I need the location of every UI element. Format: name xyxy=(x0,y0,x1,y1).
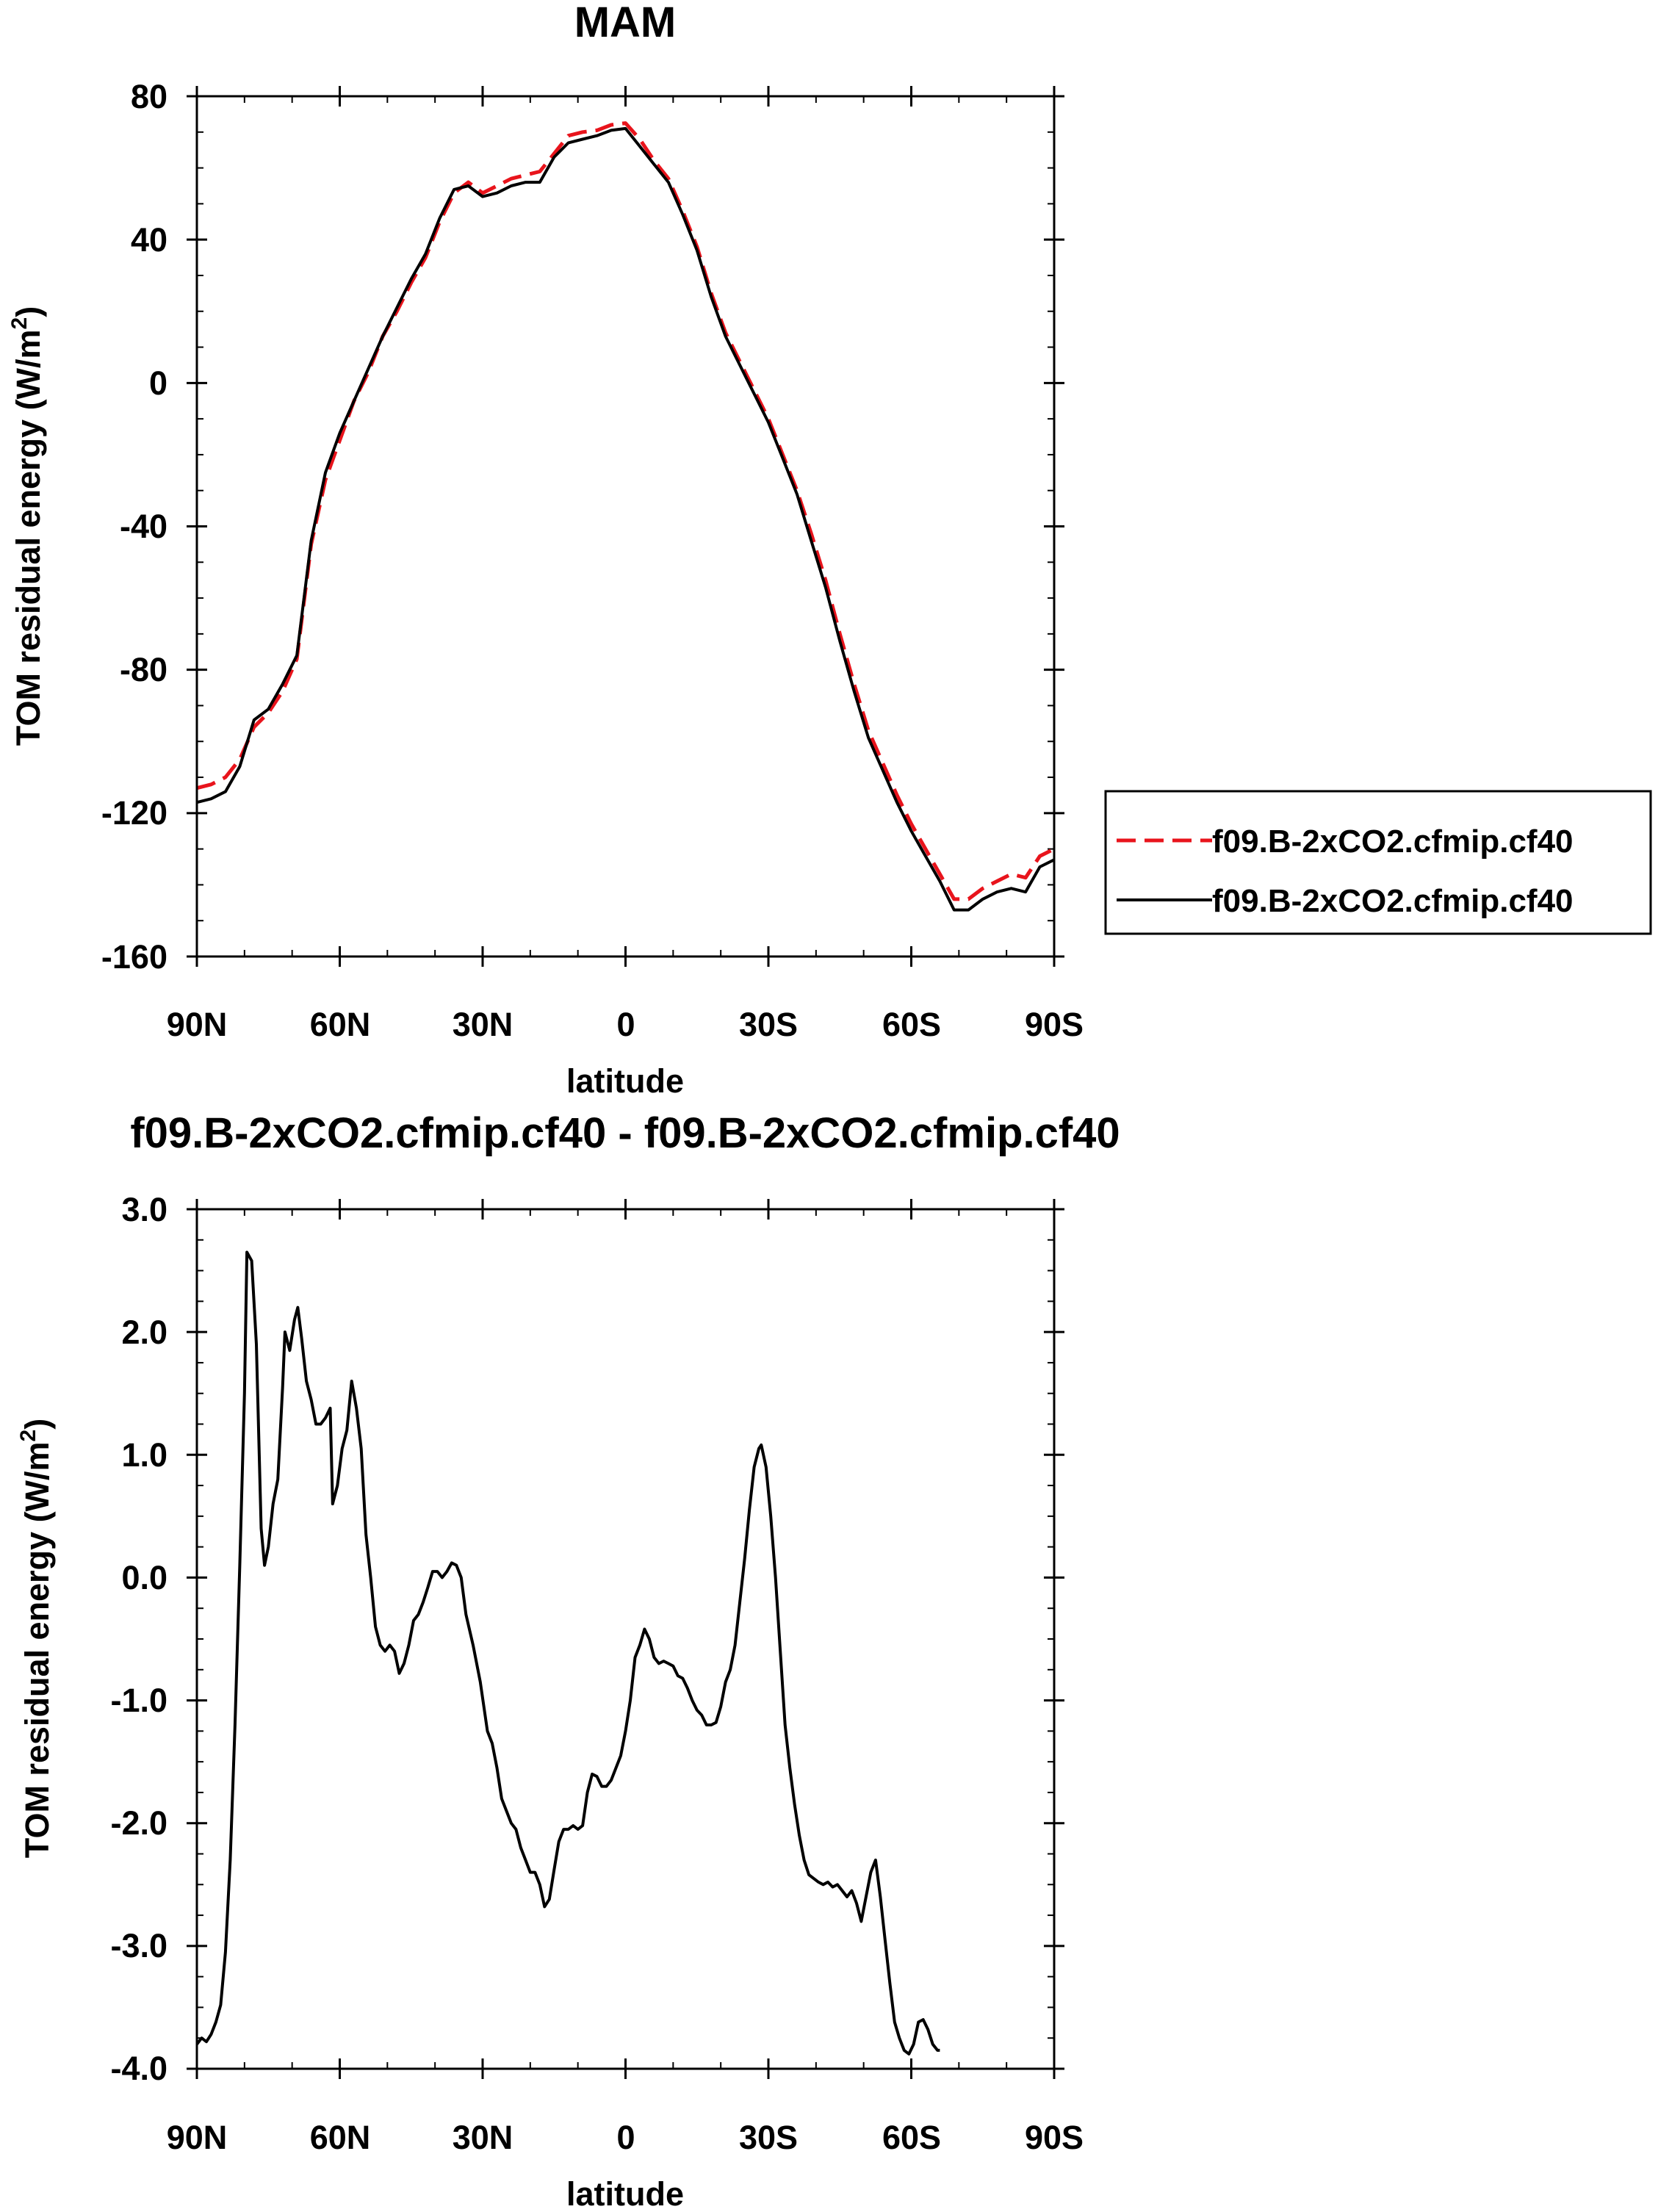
y-axis-label: TOM residual energy (W/m2) xyxy=(7,306,47,746)
series-line-solid-black xyxy=(196,126,1055,912)
chart-title: f09.B-2xCO2.cfmip.cf40 - f09.B-2xCO2.cfm… xyxy=(130,1109,1120,1157)
plot-frame xyxy=(195,1208,1056,2070)
legend-box xyxy=(1104,790,1652,935)
legend-label: f09.B-2xCO2.cfmip.cf40 xyxy=(1212,883,1574,919)
x-tick-label: 60S xyxy=(882,1006,941,1043)
x-tick-label: 30N xyxy=(453,2119,513,2156)
legend: f09.B-2xCO2.cfmip.cf40 f09.B-2xCO2.cfmip… xyxy=(1104,790,1652,935)
y-tick-label: 2.0 xyxy=(121,1314,167,1351)
y-tick-label: -1.0 xyxy=(110,1682,167,1719)
y-tick-label: 0.0 xyxy=(121,1559,167,1596)
y-tick-label: 0 xyxy=(149,364,167,402)
y-tick-label: -3.0 xyxy=(110,1927,167,1964)
plot-frame xyxy=(195,95,1056,958)
x-tick-label: 0 xyxy=(616,2119,635,2156)
y-tick-label: -80 xyxy=(120,651,167,688)
series-line-dashed-red xyxy=(196,121,1056,901)
chart-top: MAM 80 40 0 -40 -80 -120 -160 90N 60N 30… xyxy=(7,0,1652,1100)
x-tick-label: 30S xyxy=(739,2119,798,2156)
x-tick-labels: 90N 60N 30N 0 30S 60S 90S xyxy=(167,1006,1084,1043)
y-tick-label: -2.0 xyxy=(110,1804,167,1842)
y-tick-label: -120 xyxy=(101,794,167,832)
y-tick-label: 1.0 xyxy=(121,1436,167,1474)
x-tick-label: 90S xyxy=(1025,2119,1084,2156)
chart-title: MAM xyxy=(574,0,677,46)
y-tick-labels: 3.0 2.0 1.0 0.0 -1.0 -2.0 -3.0 -4.0 xyxy=(110,1191,167,2087)
chart-bottom: f09.B-2xCO2.cfmip.cf40 - f09.B-2xCO2.cfm… xyxy=(16,1109,1120,2212)
y-tick-label: -40 xyxy=(120,508,167,545)
x-axis-label: latitude xyxy=(566,1062,684,1100)
series-group xyxy=(196,121,1056,912)
x-tick-label: 60N xyxy=(310,2119,371,2156)
x-tick-label: 60S xyxy=(882,2119,941,2156)
x-tick-labels: 90N 60N 30N 0 30S 60S 90S xyxy=(167,2119,1084,2156)
y-tick-label: 80 xyxy=(131,78,167,115)
x-tick-label: 0 xyxy=(616,1006,635,1043)
y-tick-label: -4.0 xyxy=(110,2050,167,2087)
y-axis-label: TOM residual energy (W/m2) xyxy=(16,1419,56,1858)
gridlines xyxy=(187,86,1064,967)
y-tick-label: 3.0 xyxy=(121,1191,167,1228)
x-tick-label: 90S xyxy=(1025,1006,1084,1043)
x-tick-label: 30S xyxy=(739,1006,798,1043)
x-axis-label: latitude xyxy=(566,2175,684,2212)
x-tick-label: 90N xyxy=(167,1006,228,1043)
y-tick-labels: 80 40 0 -40 -80 -120 -160 xyxy=(101,78,167,976)
gridlines xyxy=(187,1199,1064,2079)
legend-label: f09.B-2xCO2.cfmip.cf40 xyxy=(1212,824,1574,860)
y-tick-label: -160 xyxy=(101,938,167,976)
x-tick-label: 60N xyxy=(310,1006,371,1043)
x-tick-label: 30N xyxy=(453,1006,513,1043)
series-line-difference xyxy=(195,1250,940,2056)
x-tick-label: 90N xyxy=(167,2119,228,2156)
series-group xyxy=(195,1250,940,2056)
y-tick-label: 40 xyxy=(131,221,167,259)
